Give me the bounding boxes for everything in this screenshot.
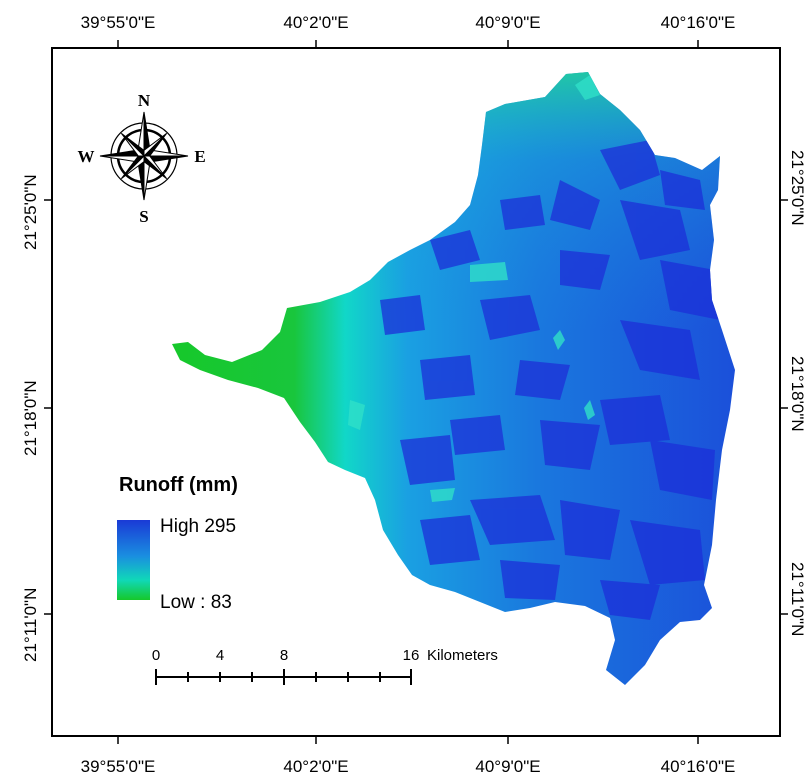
map-frame <box>51 47 781 737</box>
legend-color-ramp <box>117 520 150 600</box>
lon-label-top-3: 40°9'0"E <box>475 13 541 32</box>
legend-title: Runoff (mm) <box>119 474 238 496</box>
legend-high-label: High 295 <box>160 516 237 537</box>
lon-label-bottom-3: 40°9'0"E <box>475 757 541 776</box>
legend-low-label: Low : 83 <box>160 592 232 613</box>
scale-unit-label: Kilometers <box>427 647 498 664</box>
compass-w-label: W <box>78 147 95 166</box>
lon-label-bottom-1: 39°55'0"E <box>80 757 156 776</box>
compass-s-label: S <box>139 207 148 226</box>
north-arrow-compass-icon: N S E W <box>78 91 206 226</box>
graticule-ticks <box>44 40 788 744</box>
lon-label-top-4: 40°16'0"E <box>660 13 736 32</box>
scale-label-4: 4 <box>215 647 225 664</box>
compass-e-label: E <box>194 147 205 166</box>
compass-n-label: N <box>138 91 151 110</box>
lon-label-top-1: 39°55'0"E <box>80 13 156 32</box>
lon-label-top-2: 40°2'0"E <box>283 13 349 32</box>
scale-bar <box>155 669 412 685</box>
lon-label-bottom-4: 40°16'0"E <box>660 757 736 776</box>
scale-label-0: 0 <box>151 647 161 664</box>
scale-label-16: 16 <box>402 647 420 664</box>
scale-label-8: 8 <box>279 647 289 664</box>
lon-label-bottom-2: 40°2'0"E <box>283 757 349 776</box>
